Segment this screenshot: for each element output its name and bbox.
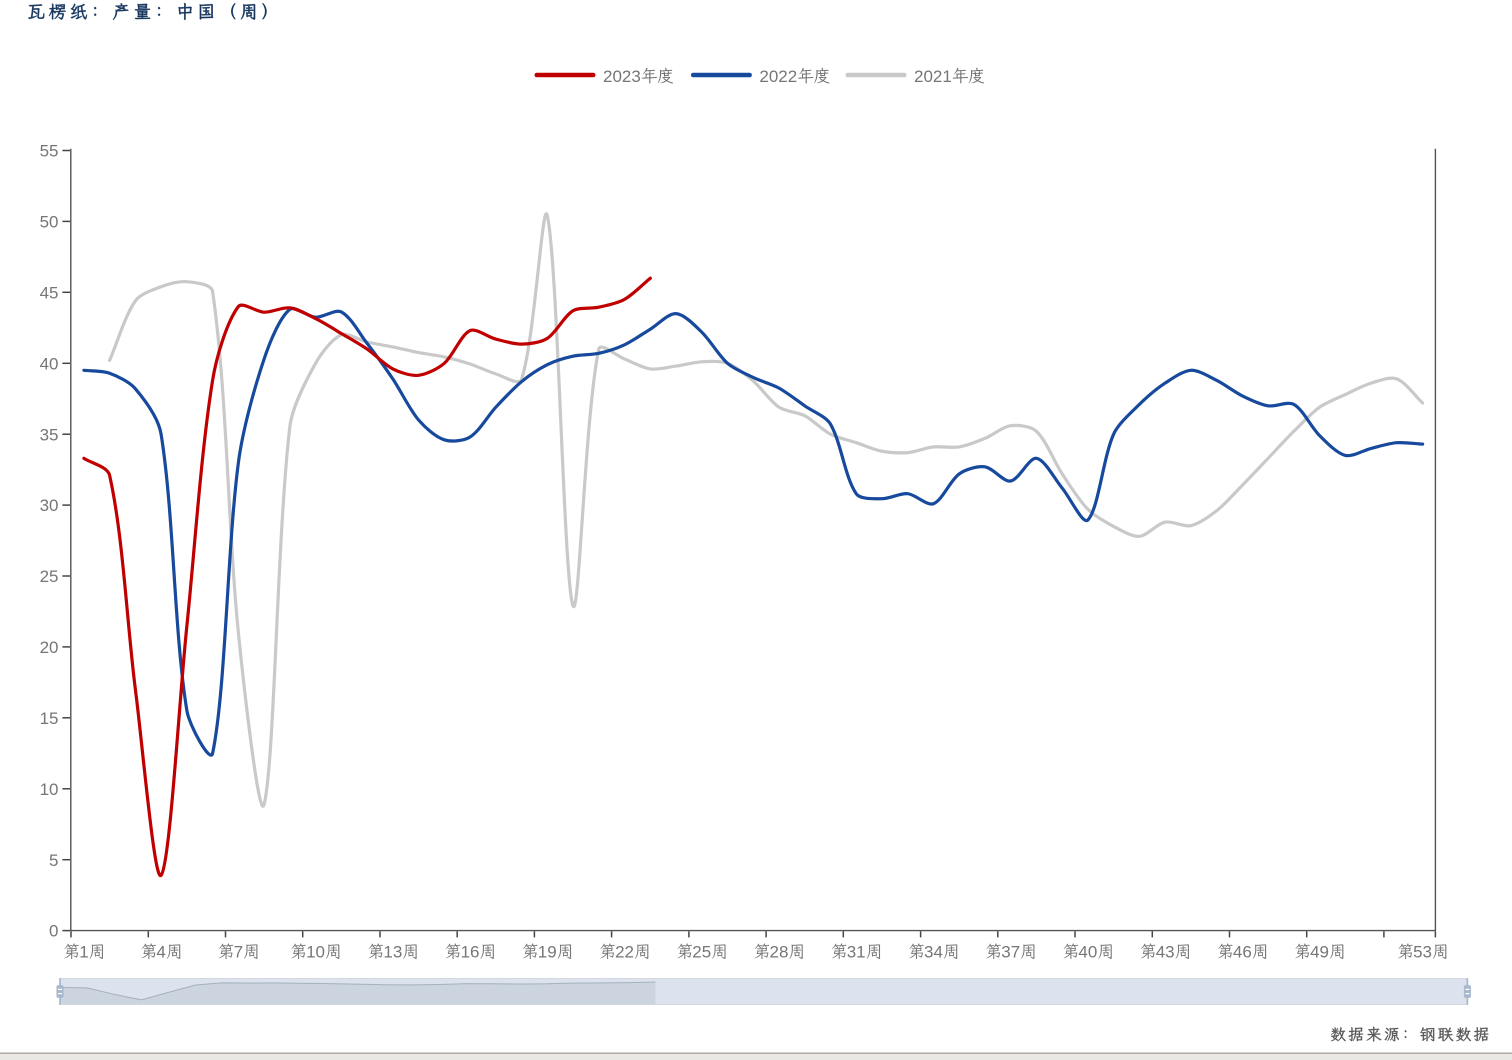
svg-text:49: 49 bbox=[1310, 942, 1329, 961]
svg-text:7: 7 bbox=[234, 942, 243, 961]
svg-text:37: 37 bbox=[1001, 942, 1020, 961]
svg-text:30: 30 bbox=[40, 496, 59, 515]
svg-text:2022: 2022 bbox=[759, 67, 797, 86]
svg-text:13: 13 bbox=[383, 942, 402, 961]
svg-text:5: 5 bbox=[49, 851, 58, 870]
svg-text:35: 35 bbox=[40, 425, 59, 444]
svg-text:53: 53 bbox=[1413, 942, 1432, 961]
svg-text:0: 0 bbox=[49, 922, 58, 941]
svg-text:19: 19 bbox=[538, 942, 557, 961]
svg-text:45: 45 bbox=[40, 283, 59, 302]
svg-text:10: 10 bbox=[40, 780, 59, 799]
svg-text:2023: 2023 bbox=[603, 67, 641, 86]
svg-text:4: 4 bbox=[156, 942, 165, 961]
svg-text:31: 31 bbox=[847, 942, 866, 961]
svg-text:2021: 2021 bbox=[914, 67, 952, 86]
svg-text:22: 22 bbox=[615, 942, 634, 961]
svg-text:28: 28 bbox=[770, 942, 789, 961]
svg-text:46: 46 bbox=[1233, 942, 1252, 961]
svg-text:50: 50 bbox=[40, 213, 59, 232]
svg-text:55: 55 bbox=[40, 142, 59, 161]
svg-text:10: 10 bbox=[306, 942, 325, 961]
svg-text:40: 40 bbox=[40, 354, 59, 373]
svg-text:34: 34 bbox=[924, 942, 943, 961]
svg-text:15: 15 bbox=[40, 709, 59, 728]
svg-text:43: 43 bbox=[1156, 942, 1175, 961]
svg-text:20: 20 bbox=[40, 638, 59, 657]
svg-text:1: 1 bbox=[79, 942, 88, 961]
svg-text:16: 16 bbox=[461, 942, 480, 961]
svg-text:40: 40 bbox=[1078, 942, 1097, 961]
svg-text:25: 25 bbox=[692, 942, 711, 961]
svg-text:25: 25 bbox=[40, 567, 59, 586]
